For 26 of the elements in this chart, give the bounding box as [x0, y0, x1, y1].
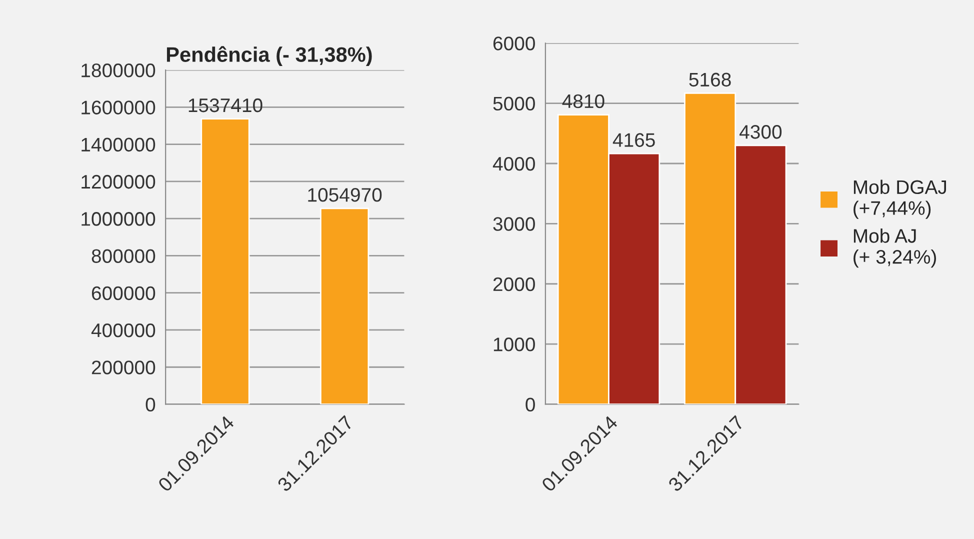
y-tick-label: 0: [526, 398, 535, 412]
y-tick-label: 2000: [493, 277, 535, 292]
y-tick-label: 4000: [492, 156, 535, 171]
legend-label: Mob AJ (+ 3,24%): [854, 228, 936, 268]
y-tick-label: 1600000: [82, 100, 156, 114]
y-tick-label: 200000: [92, 360, 156, 374]
data-label: 5168: [689, 72, 731, 87]
data-label: 4810: [562, 94, 604, 108]
y-tick-label: 1000: [494, 338, 535, 352]
chart-title: Pendência (- 31,38%): [166, 46, 372, 66]
data-label: 4165: [612, 133, 655, 147]
y-tick-label: 3000: [493, 217, 535, 231]
data-label: 4300: [740, 125, 782, 139]
y-tick-label: 1200000: [82, 174, 156, 189]
y-tick-label: 1800000: [82, 64, 156, 78]
y-tick-label: 400000: [91, 323, 156, 338]
y-tick-label: 0: [146, 398, 156, 412]
data-label: 1054970: [308, 188, 382, 202]
data-label: 1537410: [188, 98, 262, 112]
y-tick-label: 1000000: [82, 212, 156, 226]
y-tick-label: 6000: [493, 36, 535, 50]
y-tick-label: 800000: [92, 249, 156, 263]
y-tick-label: 600000: [92, 286, 156, 300]
y-tick-label: 1400000: [82, 138, 156, 152]
legend-label: Mob DGAJ (+7,44%): [854, 180, 946, 219]
y-tick-label: 5000: [493, 96, 535, 111]
